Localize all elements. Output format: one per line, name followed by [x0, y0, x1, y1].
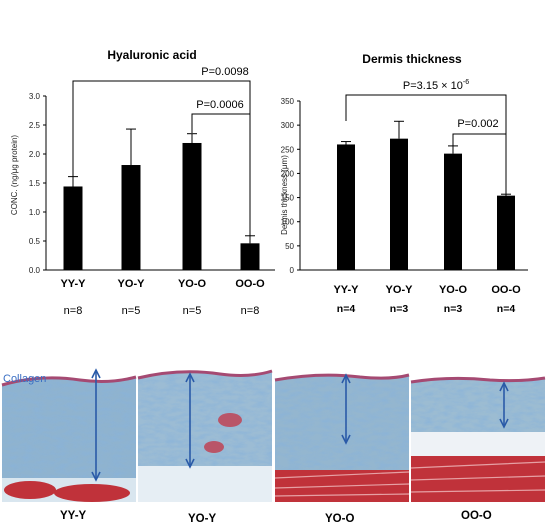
y-tick-label: 0	[290, 266, 295, 275]
category-label: YO-O	[178, 278, 207, 290]
histology-panel-oo-o	[410, 366, 546, 502]
y-tick-label: 100	[281, 218, 295, 227]
histology-caption-yy-y: YY-Y	[60, 510, 87, 522]
category-label: YY-Y	[60, 278, 86, 290]
histology-panel-yo-y	[137, 366, 273, 502]
hyaluronic-acid-chart: Hyaluronic acid CONC. (ng/μg protein) 0.…	[10, 48, 275, 317]
n-label: n=4	[497, 303, 516, 315]
p-value-label: P=3.15 × 10-6	[403, 79, 469, 92]
n-label: n=4	[337, 303, 356, 315]
histology-caption-yo-y: YO-Y	[188, 513, 217, 525]
y-tick-label: 2.0	[29, 150, 41, 159]
significance-bracket	[452, 133, 507, 243]
y-axis-label: CONC. (ng/μg protein)	[10, 135, 19, 216]
y-tick-label: 1.5	[29, 179, 41, 188]
n-label: n=3	[444, 303, 463, 315]
category-label: YO-Y	[118, 278, 146, 290]
p-value-label: P=0.002	[457, 118, 498, 130]
histology-caption-oo-o: OO-O	[461, 510, 492, 522]
bar-oo-o	[240, 243, 260, 270]
bar-yy-y	[63, 186, 83, 270]
n-label: n=5	[183, 305, 202, 317]
y-tick-label: 50	[285, 242, 294, 251]
y-tick-label: 3.0	[29, 92, 41, 101]
category-label: YO-O	[439, 284, 468, 296]
p-value-label: P=0.0006	[196, 99, 243, 111]
y-tick-label: 150	[281, 194, 295, 203]
bar-yo-y	[121, 165, 141, 270]
histology-panel-yy-y	[1, 366, 137, 502]
category-label: YY-Y	[333, 284, 359, 296]
category-label: YO-Y	[386, 284, 414, 296]
y-tick-label: 200	[281, 169, 295, 178]
p-value-exponent: -6	[463, 79, 469, 86]
n-label: n=8	[241, 305, 260, 317]
histology-caption-yo-o: YO-O	[325, 513, 355, 525]
y-tick-label: 250	[281, 145, 295, 154]
n-label: n=8	[64, 305, 83, 317]
significance-bracket	[345, 94, 507, 196]
y-tick-label: 350	[281, 97, 295, 106]
category-label: OO-O	[235, 278, 265, 290]
n-label: n=5	[122, 305, 141, 317]
p-value-label: P=0.0098	[201, 66, 248, 78]
bar-yo-o	[182, 142, 202, 270]
bar-yo-o	[444, 153, 462, 270]
n-label: n=3	[390, 303, 409, 315]
bar-yo-y	[390, 138, 408, 270]
y-tick-label: 0.0	[29, 266, 41, 275]
y-axis-label: Dermis thickness (μm)	[280, 155, 289, 235]
collagen-label: Collagen	[3, 373, 47, 385]
bar-yy-y	[337, 144, 355, 270]
dermis-thickness-chart: Dermis thickness Dermis thickness (μm) 0…	[280, 52, 528, 315]
y-tick-label: 300	[281, 121, 295, 130]
chart-title: Dermis thickness	[362, 52, 462, 66]
chart-title: Hyaluronic acid	[107, 48, 196, 62]
y-tick-label: 0.5	[29, 237, 41, 246]
y-tick-label: 2.5	[29, 121, 41, 130]
category-label: OO-O	[491, 284, 521, 296]
y-tick-label: 1.0	[29, 208, 41, 217]
histology-panel-yo-o	[274, 366, 410, 502]
significance-bracket	[191, 113, 251, 236]
